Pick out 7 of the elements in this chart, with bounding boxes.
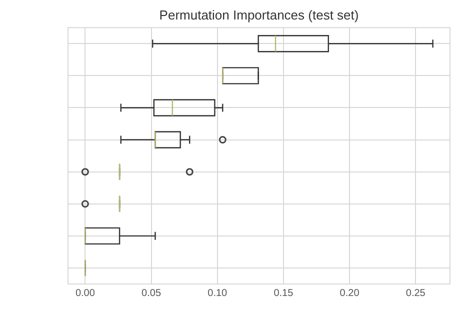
x-tick-label: 0.05: [142, 288, 162, 299]
x-tick-label: 0.10: [208, 288, 228, 299]
x-tick-label: 0.25: [406, 288, 426, 299]
x-tick-label: 0.00: [75, 288, 96, 299]
x-tick-label: 0.15: [274, 288, 294, 299]
x-tick-label: 0.20: [340, 288, 360, 299]
chart-title: Permutation Importances (test set): [159, 7, 359, 22]
